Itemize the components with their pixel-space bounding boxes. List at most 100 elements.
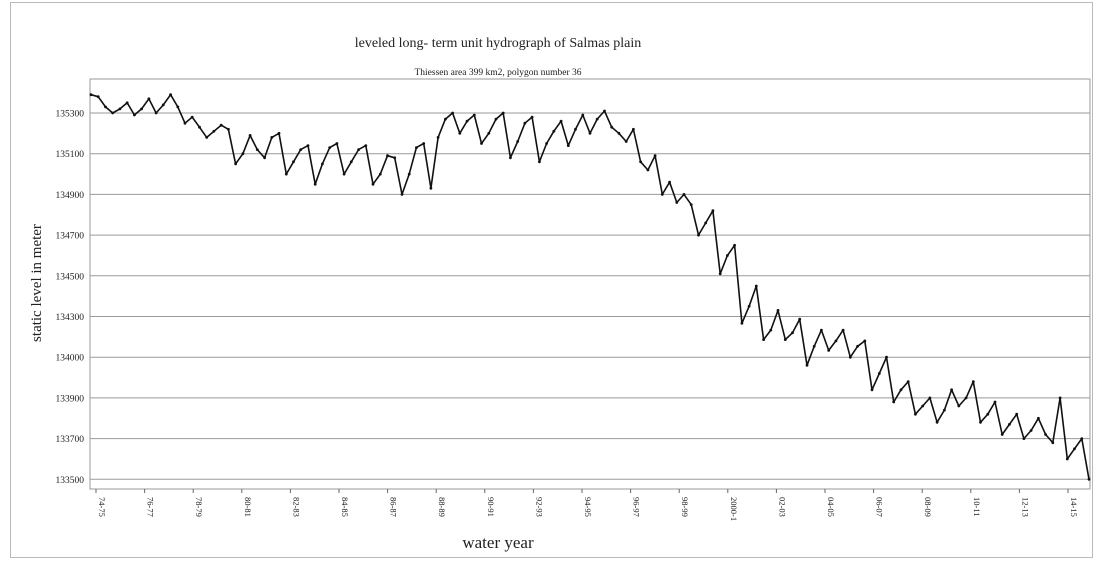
x-tick-label: 2000-1 <box>729 497 739 521</box>
y-tick-label: 134000 <box>56 354 85 364</box>
x-tick-label: 06-07 <box>875 497 885 517</box>
data-point <box>205 136 209 139</box>
data-point <box>255 148 259 152</box>
data-point <box>1029 429 1033 432</box>
data-point <box>639 160 642 164</box>
y-tick-label: 134300 <box>56 313 85 323</box>
data-point <box>943 408 946 412</box>
data-point <box>451 111 454 115</box>
data-point <box>870 388 874 392</box>
data-point <box>292 160 295 164</box>
data-point <box>313 182 317 186</box>
x-tick-label: 10-11 <box>972 497 982 517</box>
data-point <box>422 142 426 145</box>
data-point <box>660 193 664 196</box>
grid-lines <box>90 112 1090 480</box>
x-tick-label: 12-13 <box>1020 497 1030 517</box>
data-point <box>407 172 411 176</box>
x-tick-label: 02-03 <box>777 497 787 517</box>
x-axis-label: water year <box>462 533 534 552</box>
data-point <box>1087 477 1091 481</box>
data-point <box>885 355 888 359</box>
x-tick-label: 08-09 <box>923 497 933 517</box>
data-point <box>335 142 339 145</box>
data-point <box>501 111 505 115</box>
chart-frame: 135300 135100 134900 134700 134500 134300 1340… <box>10 2 1093 558</box>
data-point <box>1065 457 1069 461</box>
data-point <box>161 103 165 107</box>
data-point <box>682 193 686 196</box>
data-point <box>805 363 809 367</box>
data-point <box>458 131 462 135</box>
data-point <box>516 140 520 143</box>
chart-title: leveled long- term unit hydrograph of Sa… <box>355 36 642 51</box>
data-point <box>603 109 606 113</box>
data-point <box>198 125 201 129</box>
data-point <box>899 388 903 392</box>
data-point <box>827 349 831 352</box>
data-point <box>798 317 802 321</box>
data-point <box>465 119 469 123</box>
series-line <box>89 93 1091 481</box>
data-point <box>538 160 541 164</box>
data-point <box>979 420 982 424</box>
plot-area <box>89 78 1091 490</box>
data-point <box>675 201 679 204</box>
x-tick-label: 92-93 <box>534 497 544 517</box>
data-point <box>914 412 917 416</box>
data-point <box>812 344 816 348</box>
data-point <box>841 328 845 332</box>
data-point <box>277 131 281 135</box>
data-point <box>133 113 136 117</box>
y-tick-label: 134500 <box>56 272 85 282</box>
data-point <box>306 144 310 148</box>
x-tick-label: 86-87 <box>389 497 399 517</box>
data-point <box>349 160 353 164</box>
data-point <box>154 111 158 115</box>
data-point <box>371 182 375 186</box>
data-point <box>212 129 216 133</box>
x-tick-label: 74-75 <box>97 497 107 517</box>
data-point <box>892 400 896 404</box>
data-point <box>1044 433 1047 436</box>
data-point <box>769 328 773 332</box>
data-point <box>140 107 144 111</box>
data-point <box>711 209 715 213</box>
data-point <box>125 101 129 105</box>
data-point <box>726 254 729 257</box>
data-point <box>820 328 823 332</box>
data-point <box>552 129 556 133</box>
data-point <box>856 344 859 348</box>
data-point <box>378 172 382 176</box>
y-tick-label: 134700 <box>56 232 85 242</box>
data-point <box>1022 437 1026 440</box>
x-tick-label: 04-05 <box>826 497 836 517</box>
data-point <box>574 127 577 131</box>
data-point <box>509 156 512 160</box>
data-point <box>321 162 324 166</box>
data-point <box>118 107 122 111</box>
data-point <box>169 93 173 97</box>
data-point <box>733 243 736 247</box>
data-point <box>971 380 975 383</box>
x-tick-label: 96-97 <box>632 497 642 517</box>
data-point <box>104 105 107 109</box>
x-axis-ticks: 74-75 76-77 78-79 80-81 82-83 84-85 86-87 88-89… <box>95 489 1079 521</box>
data-point <box>957 404 961 408</box>
data-point <box>248 134 252 137</box>
data-point <box>147 97 151 101</box>
data-point <box>754 284 758 288</box>
y-tick-label: 135300 <box>56 110 85 120</box>
data-point <box>986 412 990 416</box>
data-point <box>523 121 527 125</box>
data-point <box>588 131 592 135</box>
data-point <box>183 121 187 125</box>
data-point <box>928 396 932 400</box>
data-point <box>400 193 404 196</box>
data-point <box>834 339 838 343</box>
data-point <box>342 172 346 176</box>
data-point <box>747 304 751 308</box>
data-point <box>234 162 238 166</box>
data-point <box>653 154 657 158</box>
data-point <box>386 154 389 158</box>
